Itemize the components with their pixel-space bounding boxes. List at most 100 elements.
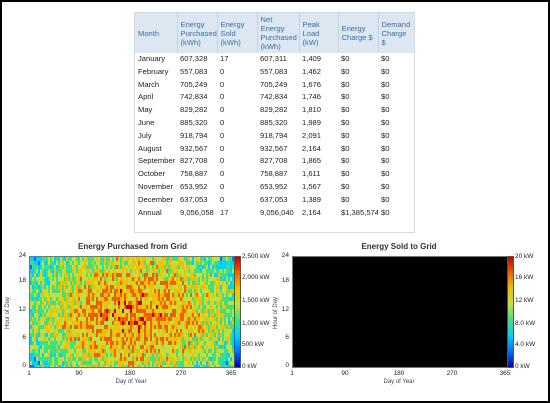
heatmap-cell — [156, 269, 158, 273]
heatmap-cell — [164, 257, 166, 261]
heatmap-cell — [190, 273, 192, 277]
heatmap-cell — [48, 341, 50, 345]
heatmap-cell — [64, 281, 66, 285]
heatmap-cell — [94, 285, 96, 289]
heatmap-cell — [60, 297, 62, 301]
heatmap-cell — [60, 325, 62, 329]
heatmap-cell — [198, 361, 200, 365]
heatmap-cell — [92, 281, 94, 285]
heatmap-cell — [118, 325, 120, 329]
heatmap-cell — [232, 301, 234, 305]
heatmap-cell — [96, 297, 98, 301]
heatmap-cell — [182, 269, 184, 273]
heatmap-cell — [232, 273, 234, 277]
heatmap-cell — [144, 309, 146, 313]
heatmap-cell — [206, 309, 208, 313]
column-header[interactable]: Peak Load (kW) — [299, 13, 339, 53]
heatmap-cell — [190, 325, 192, 329]
heatmap-cell — [38, 317, 40, 321]
heatmap-cell — [62, 257, 64, 261]
heatmap-cell — [156, 277, 158, 281]
heatmap-cell — [150, 361, 152, 365]
heatmap-cell — [48, 261, 50, 265]
heatmap-cell — [62, 301, 64, 305]
heatmap-cell — [102, 289, 104, 293]
heatmap-cell — [122, 301, 124, 305]
heatmap-cell — [48, 361, 50, 365]
heatmap-cell — [32, 313, 34, 317]
heatmap-cell — [206, 297, 208, 301]
heatmap-cell — [94, 333, 96, 337]
heatmap-cell — [152, 301, 154, 305]
heatmap-cell — [230, 309, 232, 313]
heatmap-cell — [30, 257, 32, 261]
heatmap-cell — [106, 345, 108, 349]
heatmap-cell — [32, 301, 34, 305]
heatmap-cell — [136, 337, 138, 341]
heatmap-cell — [212, 269, 214, 273]
heatmap-cell — [204, 321, 206, 325]
table-cell: $0 — [381, 181, 390, 191]
column-header[interactable]: Demand Charge $ — [378, 13, 414, 53]
heatmap-cell — [58, 333, 60, 337]
heatmap-cell — [122, 365, 124, 367]
column-header[interactable]: Net Energy Purchased (kWh) — [257, 13, 300, 53]
heatmap-cell — [84, 345, 86, 349]
heatmap-cell — [162, 297, 164, 301]
heatmap-cell — [34, 289, 36, 293]
heatmap-cell — [166, 261, 168, 265]
heatmap-cell — [176, 265, 178, 269]
heatmap-cell — [154, 285, 156, 289]
heatmap-cell — [52, 301, 54, 305]
heatmap-cell — [86, 313, 88, 317]
heatmap-cell — [206, 353, 208, 357]
heatmap-cell — [52, 337, 54, 341]
heatmap-cell — [78, 277, 80, 281]
heatmap-cell — [80, 261, 82, 265]
heatmap-cell — [230, 333, 232, 337]
heatmap-cell — [126, 297, 128, 301]
heatmap-cell — [210, 357, 212, 361]
heatmap-cell — [226, 273, 228, 277]
heatmap-cell — [104, 313, 106, 317]
heatmap-cell — [212, 357, 214, 361]
heatmap-cell — [226, 297, 228, 301]
heatmap-cell — [172, 297, 174, 301]
heatmap-cell — [122, 261, 124, 265]
heatmap-cell — [166, 313, 168, 317]
column-header[interactable]: Energy Purchased (kWh) — [177, 13, 218, 53]
heatmap-cell — [190, 309, 192, 313]
heatmap-cell — [112, 301, 114, 305]
heatmap-cell — [80, 293, 82, 297]
column-header[interactable]: Month — [135, 13, 178, 53]
heatmap-cell — [32, 281, 34, 285]
column-header[interactable]: Energy Sold (kWh) — [217, 13, 258, 53]
heatmap-cell — [210, 317, 212, 321]
column-header[interactable]: Energy Charge $ — [338, 13, 379, 53]
heatmap-cell — [118, 305, 120, 309]
heatmap-cell — [170, 269, 172, 273]
heatmap-cell — [40, 273, 42, 277]
heatmap-cell — [142, 349, 144, 353]
heatmap-cell — [56, 269, 58, 273]
heatmap-cell — [202, 285, 204, 289]
heatmap-cell — [214, 309, 216, 313]
heatmap-cell — [186, 329, 188, 333]
heatmap-cell — [216, 289, 218, 293]
heatmap-cell — [64, 273, 66, 277]
heatmap-cell — [178, 321, 180, 325]
heatmap-cell — [160, 285, 162, 289]
table-cell: 637,053 — [180, 194, 208, 204]
heatmap-cell — [206, 261, 208, 265]
heatmap-cell — [180, 357, 182, 361]
table-cell: $0 — [341, 117, 350, 127]
heatmap-cell — [166, 353, 168, 357]
heatmap-cell — [156, 341, 158, 345]
heatmap-cell — [182, 337, 184, 341]
heatmap-cell — [84, 269, 86, 273]
heatmap-cell — [150, 289, 152, 293]
heatmap-cell — [224, 289, 226, 293]
heatmap-cell — [174, 269, 176, 273]
heatmap-cell — [66, 333, 68, 337]
heatmap-cell — [46, 281, 48, 285]
